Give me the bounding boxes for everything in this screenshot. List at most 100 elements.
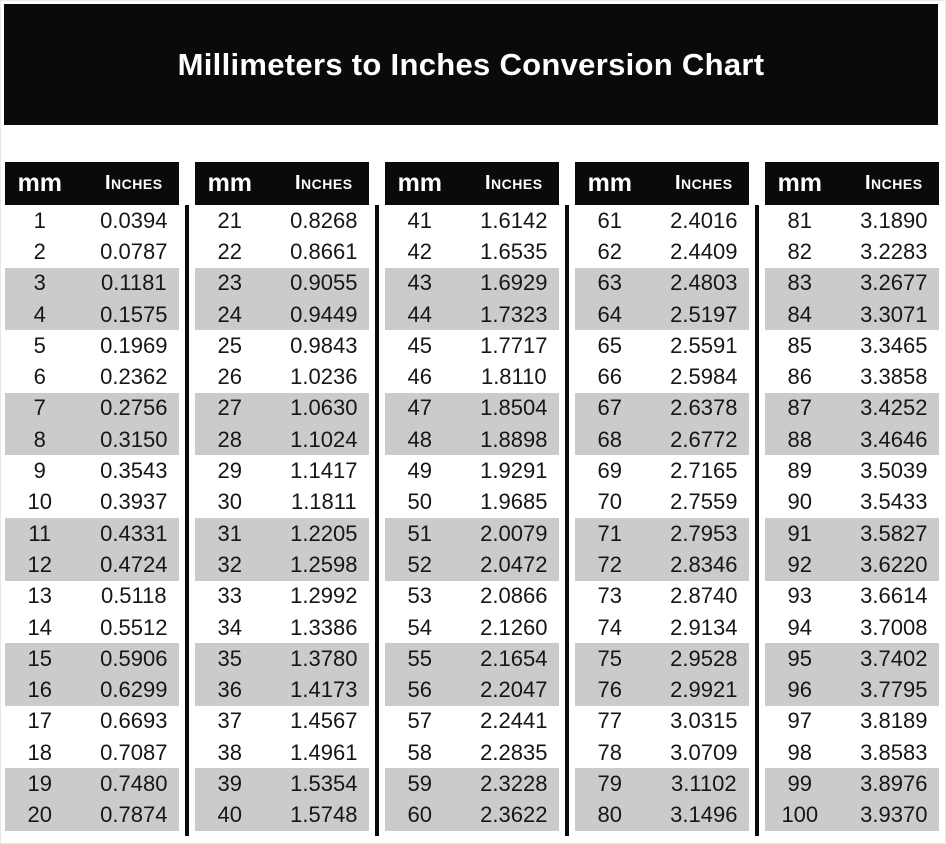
inches-value: 1.5354 (290, 770, 358, 796)
mm-value: 9 (33, 458, 46, 484)
inches-value: 1.7323 (480, 301, 548, 327)
table-row: 47 1.8504 (385, 392, 559, 425)
mm-value: 79 (597, 770, 623, 796)
mm-value: 22 (217, 238, 243, 264)
table-row: 14 0.5512 (5, 611, 179, 644)
conversion-table: mm Inches 1 0.0394 2 0.0787 3 0.1181 4 0.1575 5 0.1… (5, 162, 939, 836)
mm-value: 35 (217, 645, 243, 671)
mm-value: 20 (27, 802, 53, 828)
table-row: 65 2.5591 (575, 330, 749, 362)
inches-value: 1.8110 (480, 364, 547, 390)
inches-value: 1.4173 (290, 677, 358, 703)
table-row: 2 0.0787 (5, 236, 179, 268)
mm-value: 97 (787, 708, 813, 734)
inches-value: 0.1969 (100, 332, 168, 358)
mm-value: 26 (217, 364, 243, 390)
mm-value: 6 (33, 364, 46, 390)
table-row: 10 0.3937 (5, 486, 179, 518)
table-row: 33 1.2992 (195, 580, 369, 612)
inches-value: 1.3780 (290, 645, 358, 671)
mm-value: 16 (27, 677, 53, 703)
table-row: 91 3.5827 (765, 517, 939, 550)
mm-value: 5 (33, 332, 46, 358)
mm-value: 45 (407, 332, 433, 358)
inches-value: 3.1890 (860, 207, 928, 233)
inches-value: 3.7008 (860, 614, 928, 640)
table-row: 85 3.3465 (765, 330, 939, 362)
inches-value: 1.5748 (290, 802, 358, 828)
mm-value: 42 (407, 238, 433, 264)
mm-value: 86 (787, 364, 813, 390)
column-header: mm Inches (765, 162, 939, 205)
table-row: 99 3.8976 (765, 768, 939, 800)
mm-value: 65 (597, 332, 623, 358)
inches-value: 0.5906 (100, 645, 168, 671)
inches-value: 1.0630 (290, 395, 358, 421)
table-row: 1 0.0394 (5, 205, 179, 237)
table-row: 55 2.1654 (385, 643, 559, 675)
mm-value: 94 (787, 614, 813, 640)
table-row: 93 3.6614 (765, 580, 939, 612)
column-header-inches-label: Inches (865, 172, 923, 194)
inches-value: 1.8898 (480, 426, 548, 452)
mm-value: 77 (597, 708, 623, 734)
table-row: 67 2.6378 (575, 392, 749, 425)
table-row: 79 3.1102 (575, 768, 749, 800)
inches-value: 0.3937 (100, 489, 168, 515)
inches-value: 2.4409 (670, 238, 738, 264)
title-banner: Millimeters to Inches Conversion Chart (4, 4, 938, 125)
mm-value: 29 (217, 458, 243, 484)
table-row: 48 1.8898 (385, 424, 559, 456)
table-row: 21 0.8268 (195, 205, 369, 237)
table-row: 89 3.5039 (765, 455, 939, 487)
inches-value: 1.9291 (480, 458, 548, 484)
inches-value: 1.1024 (290, 426, 358, 452)
table-row: 56 2.2047 (385, 674, 559, 706)
inches-value: 3.8976 (860, 770, 928, 796)
inches-value: 0.7087 (100, 739, 168, 765)
mm-value: 39 (217, 770, 243, 796)
inches-value: 3.7402 (860, 645, 928, 671)
table-row: 87 3.4252 (765, 392, 939, 425)
inches-value: 2.9921 (670, 677, 738, 703)
inches-value: 0.1575 (100, 301, 168, 327)
mm-value: 85 (787, 332, 813, 358)
inches-value: 3.2677 (860, 270, 928, 296)
mm-value: 52 (407, 551, 433, 577)
table-row: 82 3.2283 (765, 236, 939, 268)
column-header-inches-label: Inches (295, 172, 353, 194)
inches-value: 0.3150 (100, 426, 168, 452)
mm-value: 93 (787, 583, 813, 609)
column-divider (565, 205, 569, 836)
table-row: 70 2.7559 (575, 486, 749, 518)
mm-value: 76 (597, 677, 623, 703)
table-row: 74 2.9134 (575, 611, 749, 644)
inches-value: 3.3858 (860, 364, 928, 390)
table-row: 98 3.8583 (765, 737, 939, 769)
mm-value: 74 (597, 614, 623, 640)
column-header: mm Inches (195, 162, 369, 205)
table-row: 20 0.7874 (5, 799, 179, 831)
table-row: 5 0.1969 (5, 330, 179, 362)
mm-value: 62 (597, 238, 623, 264)
inches-value: 3.7795 (860, 677, 928, 703)
table-row: 39 1.5354 (195, 768, 369, 800)
inches-value: 2.2441 (480, 708, 548, 734)
inches-value: 0.8661 (290, 238, 358, 264)
table-row: 13 0.5118 (5, 580, 179, 612)
mm-value: 25 (217, 332, 243, 358)
inches-value: 0.5512 (100, 614, 168, 640)
mm-value: 95 (787, 645, 813, 671)
mm-value: 48 (407, 426, 433, 452)
mm-value: 91 (787, 520, 813, 546)
inches-value: 0.5118 (100, 583, 167, 609)
mm-value: 14 (27, 614, 53, 640)
inches-value: 0.1181 (100, 270, 167, 296)
table-row: 19 0.7480 (5, 768, 179, 800)
table-row: 77 3.0315 (575, 705, 749, 738)
inches-value: 2.0079 (480, 520, 548, 546)
mm-value: 69 (597, 458, 623, 484)
inches-value: 3.8583 (860, 739, 928, 765)
mm-value: 33 (217, 583, 243, 609)
